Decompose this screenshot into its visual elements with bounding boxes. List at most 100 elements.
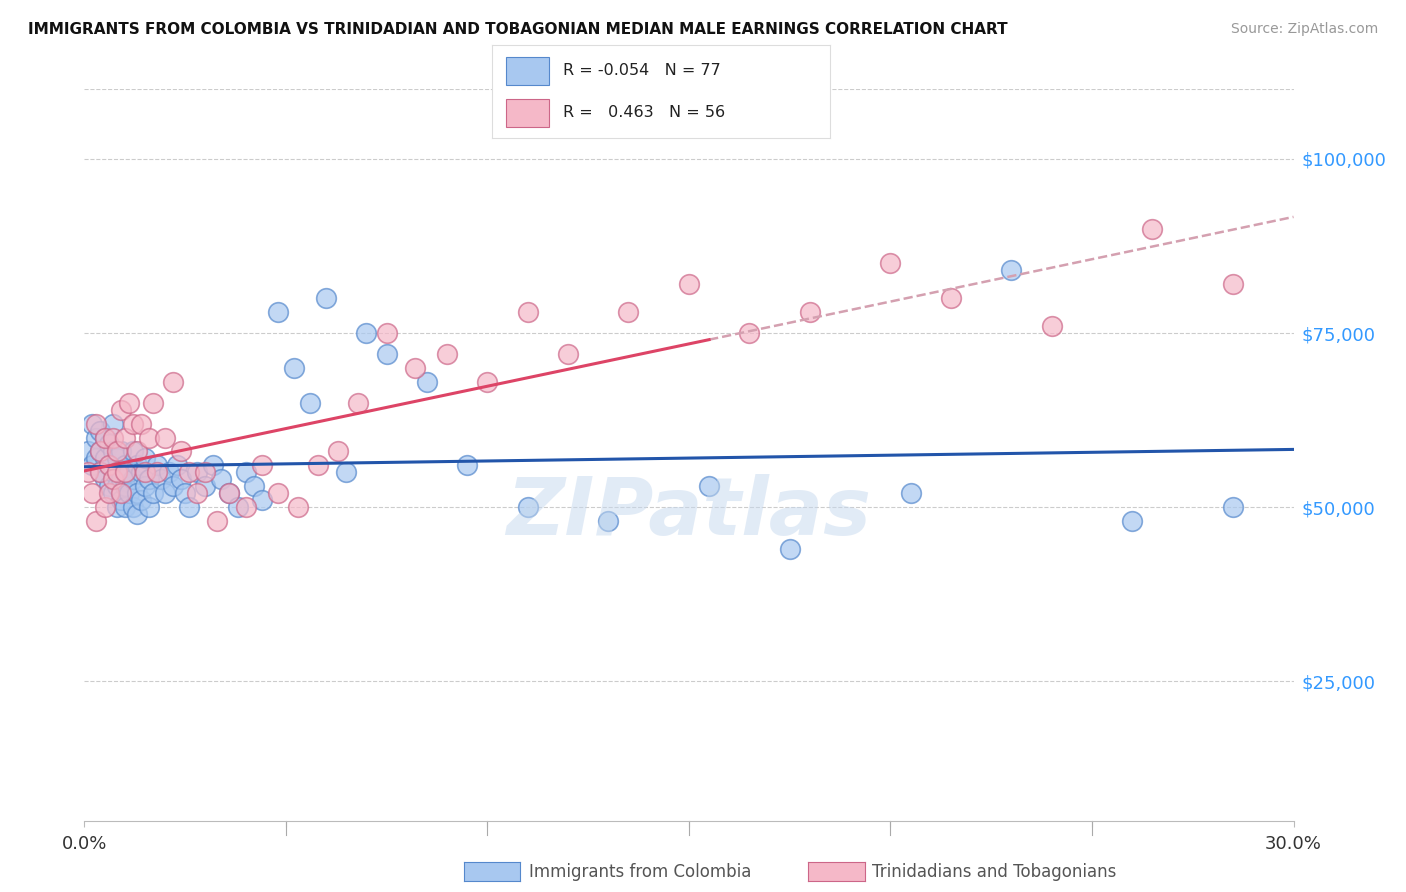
Point [170, 472, 193, 486]
Point [93, 451, 115, 466]
Point [142, 395, 165, 409]
Point [477, 375, 499, 389]
Point [375, 326, 398, 340]
Point [235, 500, 257, 515]
Point [186, 466, 208, 480]
Point [77, 444, 100, 458]
Point [307, 458, 329, 473]
Point [77, 466, 100, 480]
Point [142, 486, 165, 500]
Point [335, 466, 357, 480]
Point [328, 444, 350, 458]
Point [283, 360, 305, 375]
Point [114, 466, 136, 480]
Point [110, 472, 132, 486]
Point [93, 472, 115, 486]
Point [101, 486, 124, 500]
Point [105, 451, 128, 466]
Point [1142, 221, 1164, 235]
Point [157, 466, 180, 480]
Point [110, 493, 132, 508]
Point [186, 486, 208, 500]
Point [267, 305, 290, 319]
Point [1000, 263, 1022, 277]
Point [121, 500, 143, 515]
Point [114, 458, 136, 473]
Point [118, 486, 141, 500]
Point [939, 291, 962, 305]
Point [86, 514, 108, 528]
Point [138, 500, 160, 515]
Point [101, 430, 124, 444]
Point [129, 417, 152, 431]
Point [125, 507, 148, 521]
Point [105, 466, 128, 480]
Point [202, 458, 225, 473]
Point [1222, 500, 1244, 515]
Point [101, 466, 124, 480]
Point [105, 479, 128, 493]
Point [404, 360, 426, 375]
Text: R = -0.054   N = 77: R = -0.054 N = 77 [562, 63, 721, 78]
Point [375, 347, 398, 361]
Point [799, 305, 821, 319]
Point [153, 486, 176, 500]
Point [134, 466, 156, 480]
Point [356, 326, 378, 340]
Text: R =   0.463   N = 56: R = 0.463 N = 56 [562, 105, 725, 120]
Point [86, 417, 108, 431]
Point [125, 458, 148, 473]
Point [93, 500, 115, 515]
Point [97, 458, 120, 473]
Text: ZIPatlas: ZIPatlas [506, 475, 872, 552]
Point [162, 479, 184, 493]
Point [105, 444, 128, 458]
Point [226, 500, 249, 515]
Point [179, 466, 201, 480]
Point [101, 417, 124, 431]
Point [125, 444, 148, 458]
Point [82, 486, 104, 500]
Point [250, 458, 273, 473]
Point [299, 395, 322, 409]
Point [89, 444, 111, 458]
Point [146, 458, 169, 473]
Point [129, 493, 152, 508]
Point [1121, 514, 1143, 528]
Point [89, 466, 111, 480]
Point [1222, 277, 1244, 292]
Point [149, 472, 172, 486]
Point [170, 444, 193, 458]
Point [738, 326, 761, 340]
Point [118, 395, 141, 409]
Point [315, 291, 337, 305]
Point [235, 466, 257, 480]
Point [138, 472, 160, 486]
Point [101, 444, 124, 458]
Point [166, 458, 188, 473]
Point [89, 424, 111, 438]
Point [86, 430, 108, 444]
Point [129, 466, 152, 480]
Point [900, 486, 922, 500]
Point [598, 514, 620, 528]
Point [114, 500, 136, 515]
Point [97, 437, 120, 451]
Point [110, 486, 132, 500]
Text: Immigrants from Colombia: Immigrants from Colombia [529, 863, 751, 881]
Point [617, 305, 640, 319]
Point [416, 375, 439, 389]
Point [250, 493, 273, 508]
Point [118, 466, 141, 480]
Point [153, 430, 176, 444]
Point [146, 466, 169, 480]
Point [101, 472, 124, 486]
Point [121, 472, 143, 486]
Point [89, 466, 111, 480]
Point [436, 347, 458, 361]
Point [93, 430, 115, 444]
Point [97, 486, 120, 500]
Point [121, 417, 143, 431]
Text: Source: ZipAtlas.com: Source: ZipAtlas.com [1230, 22, 1378, 37]
Point [347, 395, 370, 409]
